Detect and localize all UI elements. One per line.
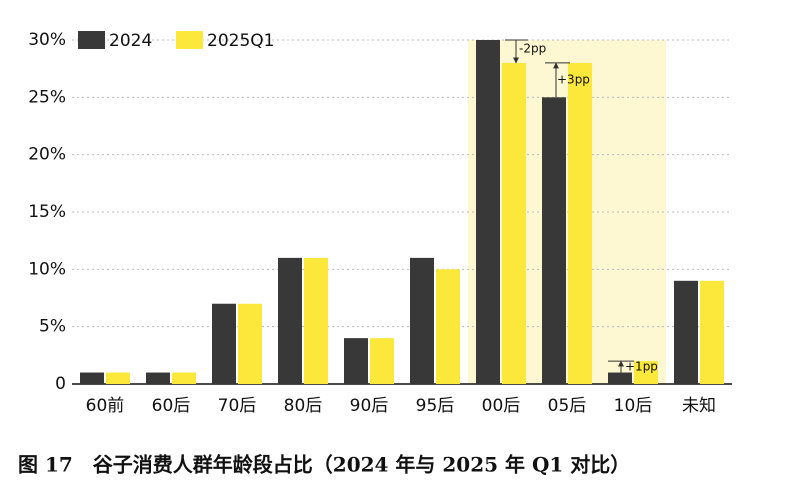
bar [212,303,236,384]
bar [106,372,130,384]
bar [568,62,592,384]
y-tick-label: 10% [28,259,66,279]
legend-label: 2024 [109,31,152,51]
y-tick-label: 30% [28,30,66,50]
bar [410,257,434,384]
bar [608,372,632,384]
bar [304,257,328,384]
chart-title: 图 17 谷子消费人群年龄段占比（2024 年与 2025 年 Q1 对比） [18,453,630,477]
x-tick-label: 60前 [86,396,125,416]
x-tick-label: 05后 [548,396,587,416]
x-tick-label: 10后 [614,396,653,416]
y-tick-label: 15% [28,202,66,222]
x-tick-label: 00后 [482,396,521,416]
x-tick-label: 70后 [218,396,257,416]
bar [476,40,500,384]
bar [502,62,526,384]
y-tick-label: 0 [55,374,66,394]
bar [238,303,262,384]
bar [344,338,368,384]
x-tick-label: 未知 [682,396,716,416]
bar [674,280,698,384]
bar [146,372,170,384]
bar [436,269,460,384]
y-tick-label: 20% [28,145,66,165]
x-tick-label: 60后 [152,396,191,416]
bar [634,361,658,384]
y-tick-label: 25% [28,87,66,107]
bar [172,372,196,384]
annotation: +1pp [625,360,658,374]
x-tick-label: 95后 [416,396,455,416]
annotation: +3pp [557,73,590,87]
x-tick-label: 80后 [284,396,323,416]
x-tick-label: 90后 [350,396,389,416]
legend-swatch [176,31,203,49]
bar [542,97,566,384]
bar [370,338,394,384]
legend-swatch [78,31,105,49]
bar [700,280,724,384]
annotation: -2pp [519,42,546,56]
bar [80,372,104,384]
legend-label: 2025Q1 [207,31,274,51]
bar [278,257,302,384]
y-tick-label: 5% [39,317,66,337]
